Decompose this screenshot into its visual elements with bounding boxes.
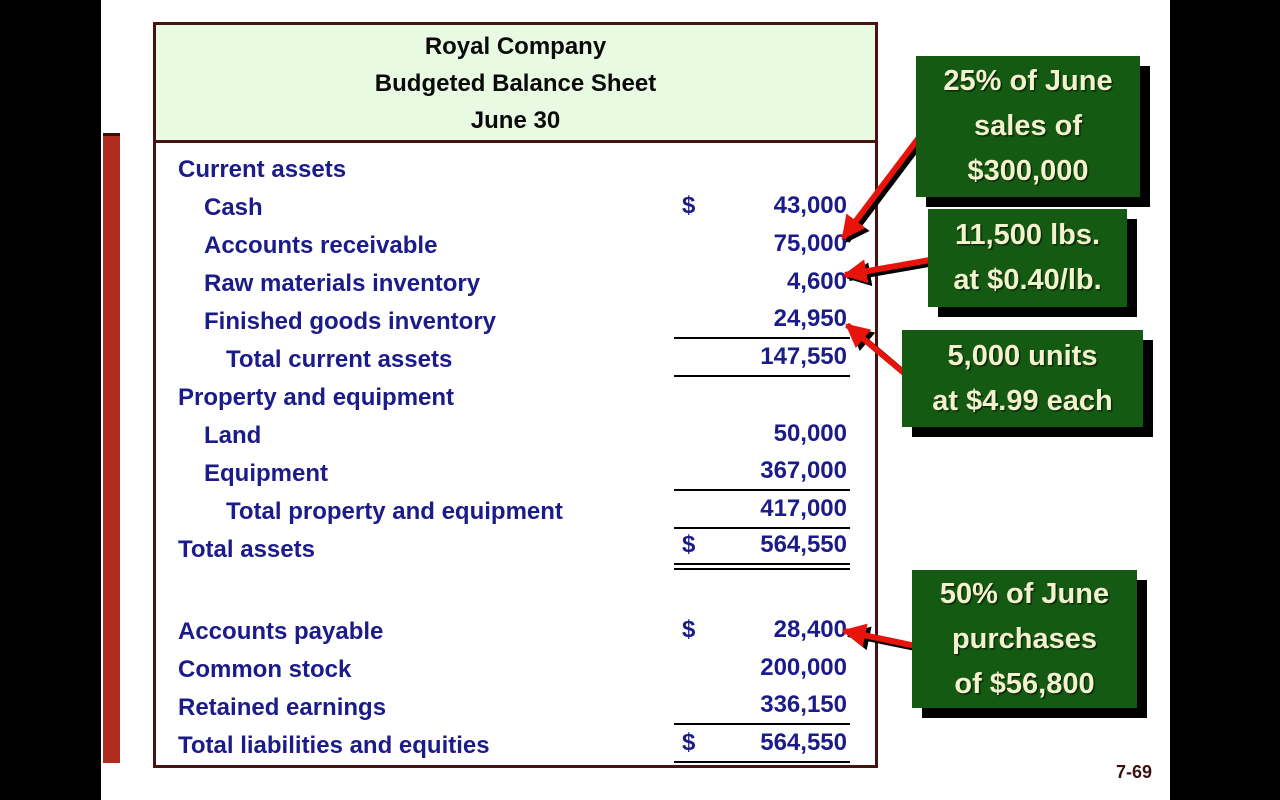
row-label: Total current assets [226,346,453,373]
table-body: Current assets Cash $43,000 Accounts rec… [156,143,875,765]
table-row: Accounts payable $28,400 [156,613,875,651]
callout-accounts-payable: 50% of June purchases of $56,800 [912,570,1137,708]
callout-line: at $0.40/lb. [953,264,1102,296]
company-name: Royal Company [424,33,607,60]
row-label: Land [204,422,262,449]
dollar-sign: $ [682,729,696,756]
callout-raw-materials: 11,500 lbs. at $0.40/lb. [928,209,1127,307]
balance-sheet-table: Royal Company Budgeted Balance Sheet Jun… [153,22,878,768]
statement-title: Budgeted Balance Sheet [374,70,657,97]
row-label: Retained earnings [178,694,387,721]
table-row: Land 50,000 [156,417,875,455]
row-label: Cash [204,194,263,221]
callout-line: 11,500 lbs. [954,219,1101,251]
row-label: Total liabilities and equities [178,732,490,759]
table-row: Raw materials inventory 4,600 [156,265,875,303]
table-row: Total property and equipment 417,000 [156,493,875,531]
callout-line: $300,000 [967,155,1089,187]
table-row: Common stock 200,000 [156,651,875,689]
row-value: 417,000 [760,495,847,522]
row-label: Finished goods inventory [204,308,497,335]
callout-finished-goods: 5,000 units at $4.99 each [902,330,1143,427]
table-header: Royal Company Budgeted Balance Sheet Jun… [156,25,875,143]
dollar-sign: $ [682,530,696,558]
row-label: Accounts receivable [204,232,438,259]
table-row: Equipment 367,000 [156,455,875,493]
table-row: Total liabilities and equities $564,550 [156,727,875,765]
row-label: Property and equipment [178,384,455,411]
row-value: 75,000 [773,230,847,257]
statement-date: June 30 [470,107,561,134]
callout-line: 25% of June [943,65,1113,97]
table-row: Current assets [156,151,875,189]
row-label: Total property and equipment [226,498,563,525]
row-value: 200,000 [760,654,847,681]
row-value: 564,550 [760,530,847,558]
row-value: 4,600 [786,268,847,295]
callout-line: of $56,800 [954,667,1095,700]
row-label: Current assets [178,156,347,183]
callout-line: 50% of June [939,577,1110,610]
row-value: 28,400 [773,616,847,643]
slide-page-number: 7-69 [1115,762,1153,782]
row-label: Total assets [178,536,315,563]
callout-line: at $4.99 each [932,384,1113,417]
table-row: Accounts receivable 75,000 [156,227,875,265]
row-label: Raw materials inventory [204,270,481,297]
row-value: 50,000 [773,420,847,447]
red-accent-bar [103,133,120,763]
row-label: Common stock [178,656,352,683]
left-black-bar [0,0,101,800]
callout-line: sales of [974,110,1082,142]
table-row: Cash $43,000 [156,189,875,227]
row-value: 24,950 [773,305,847,332]
row-value: 367,000 [760,457,847,484]
callout-accounts-receivable: 25% of June sales of $300,000 [916,56,1140,197]
blank-row [156,569,875,613]
row-label: Equipment [204,460,328,487]
row-value: 336,150 [760,691,847,718]
table-row: Total assets $564,550 [156,530,875,570]
table-row: Finished goods inventory 24,950 [156,303,875,341]
right-black-bar [1170,0,1280,800]
dollar-sign: $ [682,616,696,643]
row-value: 564,550 [760,729,847,756]
callout-line: purchases [951,622,1098,655]
row-label: Accounts payable [178,618,384,645]
row-value: 147,550 [760,343,847,370]
callout-line: 5,000 units [947,339,1098,372]
table-row: Total current assets 147,550 [156,341,875,379]
dollar-sign: $ [682,192,696,219]
table-row: Property and equipment [156,379,875,417]
row-value: 43,000 [773,192,847,219]
table-row: Retained earnings 336,150 [156,689,875,727]
